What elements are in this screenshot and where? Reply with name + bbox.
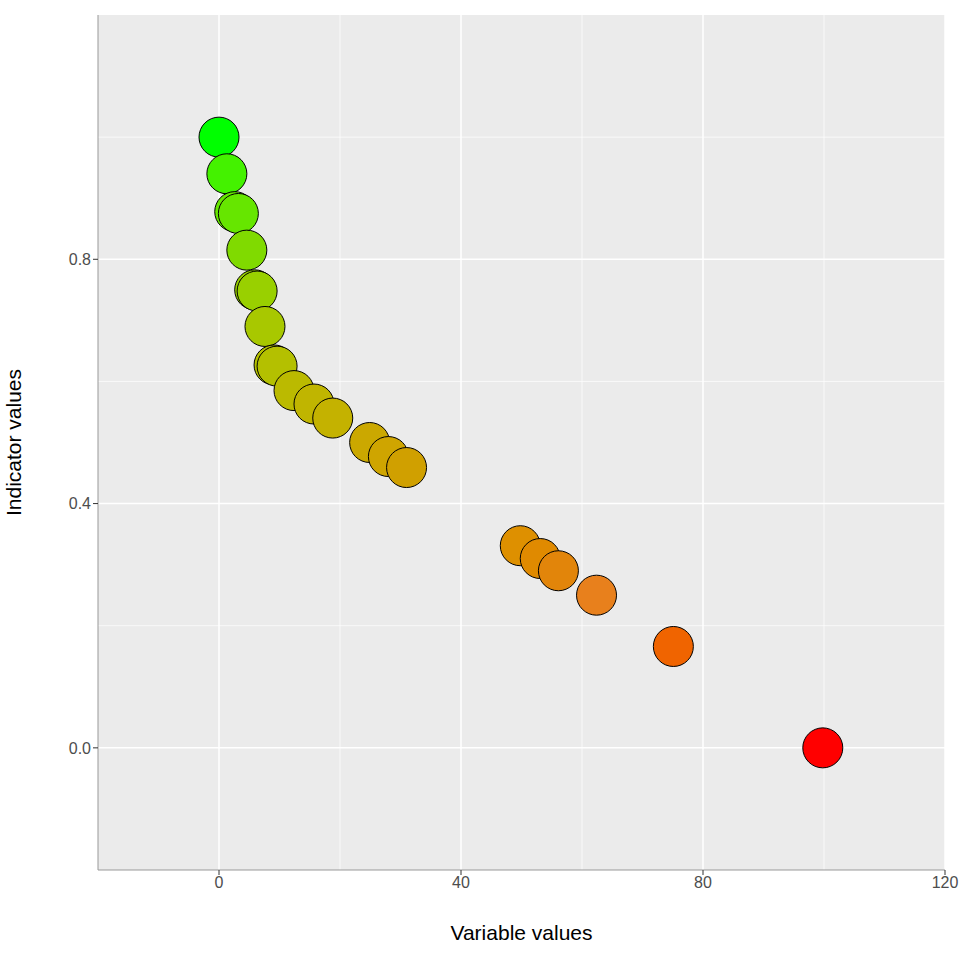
svg-text:0.8: 0.8 bbox=[69, 251, 91, 268]
svg-text:Variable values: Variable values bbox=[450, 921, 592, 944]
svg-text:80: 80 bbox=[694, 874, 712, 891]
svg-text:Indicator values: Indicator values bbox=[8, 369, 25, 516]
svg-text:0: 0 bbox=[215, 874, 224, 891]
svg-text:40: 40 bbox=[452, 874, 470, 891]
svg-text:0.0: 0.0 bbox=[69, 740, 91, 757]
svg-text:0.4: 0.4 bbox=[69, 495, 91, 512]
svg-text:120: 120 bbox=[932, 874, 952, 891]
